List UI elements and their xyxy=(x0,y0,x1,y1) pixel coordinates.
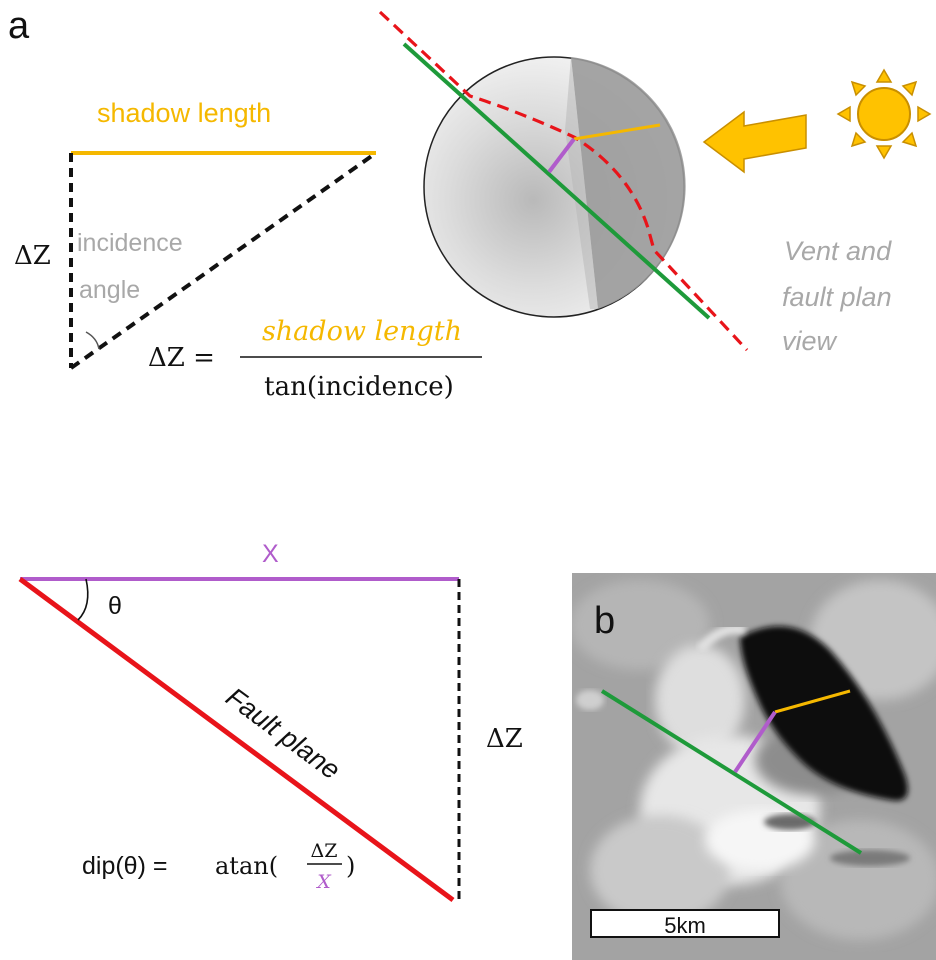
panel-b-image xyxy=(572,573,936,960)
incidence-label-line1: incidence xyxy=(77,229,183,257)
equation-lhs: ΔZ = xyxy=(148,343,215,373)
plan-view-caption-line2: fault plan xyxy=(782,282,892,312)
shadow-length-label: shadow length xyxy=(97,98,271,128)
vent-shadow-length-line xyxy=(573,123,661,141)
vent-dip-offset-line xyxy=(547,137,576,174)
fault-plane-line xyxy=(18,576,455,903)
sun-icon xyxy=(836,68,932,160)
vent-shadow-region-inner xyxy=(565,57,598,309)
panel-b-label: b xyxy=(594,600,615,642)
dip-equation-prefix: dip(θ) = xyxy=(82,852,167,880)
theta-angle-arc xyxy=(77,578,89,621)
left-arrow-icon xyxy=(702,110,807,174)
theta-label: θ xyxy=(108,592,122,620)
incidence-label-line2: angle xyxy=(79,276,140,304)
vent-shadow-region xyxy=(571,57,686,309)
delta-z-label-a: ΔZ xyxy=(14,241,51,271)
dip-equation-numerator: ΔZ xyxy=(311,840,338,862)
panel-b-fault-trace xyxy=(600,689,863,855)
scale-bar-label: 5km xyxy=(664,913,706,938)
vent-shadow-blob xyxy=(740,626,908,801)
scale-bar xyxy=(590,909,780,938)
x-label: X xyxy=(262,540,279,568)
equation-denominator: tan(incidence) xyxy=(264,372,454,402)
delta-z-label-lower: ΔZ xyxy=(486,724,523,754)
vent-plan-view xyxy=(378,10,749,352)
plan-view-caption-line3: view xyxy=(782,326,838,356)
dip-equation-suffix: ) xyxy=(346,852,355,880)
sun-ray-dashed-hypotenuse xyxy=(69,151,378,370)
panel-b-dip-offset-line xyxy=(733,710,777,774)
panel-a-label: a xyxy=(8,5,30,47)
fault-plane-label: Fault plane xyxy=(220,682,345,786)
plan-view-caption-line1: Vent and xyxy=(784,236,892,266)
equation-numerator: shadow length xyxy=(262,316,462,347)
dip-equation-func: atan( xyxy=(215,852,278,880)
dip-equation-denominator: X xyxy=(315,871,332,893)
fault-shadow-curve xyxy=(378,10,749,352)
vent-fault-trace xyxy=(402,42,711,320)
panel-b-shadow-length-line xyxy=(774,689,851,714)
incidence-angle-arc xyxy=(85,331,100,350)
